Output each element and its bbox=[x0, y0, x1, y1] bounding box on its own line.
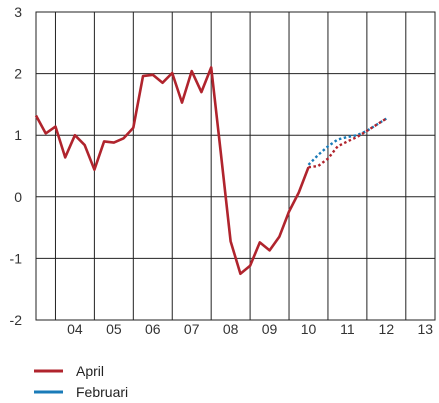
x-gridlines bbox=[54, 12, 407, 320]
series-line-april-forecast bbox=[308, 117, 387, 169]
x-tick-label: 07 bbox=[184, 321, 200, 337]
x-tick-label: 04 bbox=[67, 321, 83, 337]
series-lines bbox=[34, 66, 387, 276]
plot-frame bbox=[35, 11, 436, 321]
y-tick-label: -2 bbox=[10, 312, 23, 328]
legend: April Februari bbox=[34, 363, 128, 400]
legend-label-februari: Februari bbox=[76, 384, 128, 400]
x-tick-labels: 04 05 06 07 08 09 10 11 12 13 bbox=[67, 321, 433, 337]
x-tick-label: 10 bbox=[301, 321, 317, 337]
x-tick-label: 13 bbox=[417, 321, 433, 337]
x-tick-label: 06 bbox=[145, 321, 161, 337]
x-tick-label: 12 bbox=[379, 321, 395, 337]
series-line-april bbox=[34, 66, 310, 276]
x-tick-label: 11 bbox=[340, 321, 355, 337]
x-tick-label: 09 bbox=[262, 321, 278, 337]
series-line-februari-forecast bbox=[307, 117, 387, 166]
y-tick-label: 2 bbox=[14, 66, 22, 82]
y-tick-label: 1 bbox=[14, 127, 22, 143]
y-tick-label: 0 bbox=[14, 189, 22, 205]
y-tick-label: 3 bbox=[14, 4, 22, 20]
x-tick-label: 08 bbox=[223, 321, 239, 337]
x-tick-label: 05 bbox=[106, 321, 122, 337]
y-tick-labels: 3 2 1 0 -1 -2 bbox=[10, 4, 23, 328]
legend-label-april: April bbox=[76, 363, 104, 379]
y-tick-label: -1 bbox=[10, 250, 23, 266]
